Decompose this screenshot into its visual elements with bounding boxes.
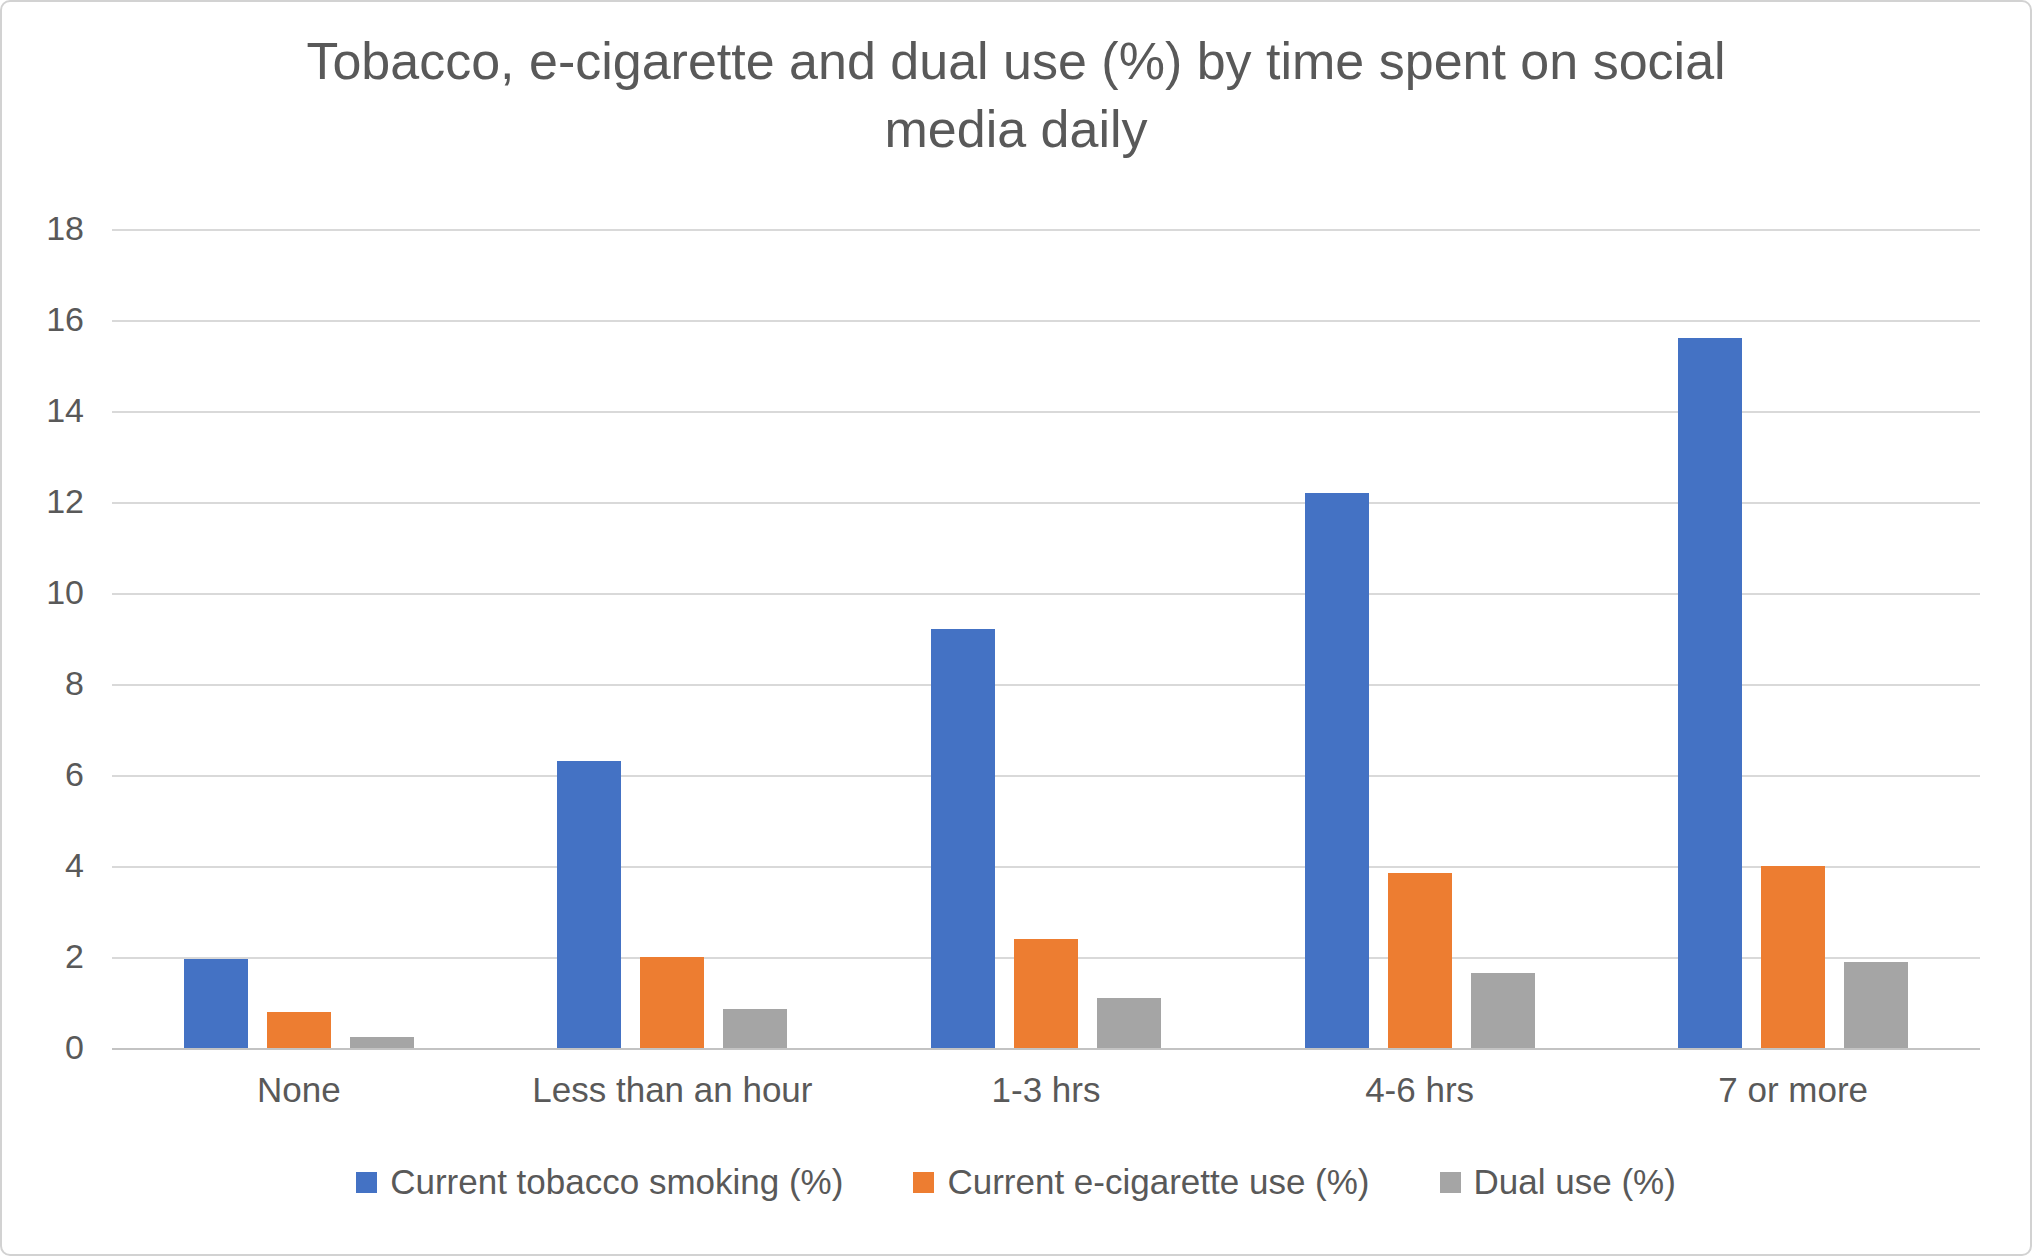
x-axis-line <box>112 1048 1980 1050</box>
bar-series0-cat0 <box>184 959 248 1048</box>
legend-swatch-icon <box>913 1172 934 1193</box>
x-category-label: 1-3 hrs <box>856 1070 1236 1110</box>
x-category-label: 4-6 hrs <box>1230 1070 1610 1110</box>
bar-series0-cat2 <box>931 629 995 1048</box>
legend-label: Current e-cigarette use (%) <box>947 1162 1369 1202</box>
legend-item-1: Current e-cigarette use (%) <box>913 1162 1369 1202</box>
legend-swatch-icon <box>356 1172 377 1193</box>
y-tick-label: 4 <box>2 846 84 885</box>
gridline <box>112 229 1980 231</box>
bar-series0-cat3 <box>1305 493 1369 1048</box>
chart-title: Tobacco, e-cigarette and dual use (%) by… <box>2 28 2030 163</box>
y-tick-label: 8 <box>2 664 84 703</box>
bar-series1-cat3 <box>1388 873 1452 1048</box>
bar-series1-cat2 <box>1014 939 1078 1048</box>
y-tick-label: 16 <box>2 300 84 339</box>
bar-series2-cat3 <box>1471 973 1535 1048</box>
y-tick-label: 0 <box>2 1028 84 1067</box>
legend: Current tobacco smoking (%) Current e-cig… <box>2 1162 2030 1202</box>
y-tick-label: 12 <box>2 482 84 521</box>
plot-area <box>112 230 1980 1049</box>
x-category-label: Less than an hour <box>482 1070 862 1110</box>
bar-series2-cat2 <box>1097 998 1161 1048</box>
bar-series0-cat1 <box>557 761 621 1048</box>
y-tick-label: 14 <box>2 391 84 430</box>
legend-label: Current tobacco smoking (%) <box>390 1162 843 1202</box>
legend-item-2: Dual use (%) <box>1440 1162 1676 1202</box>
bar-series1-cat4 <box>1761 866 1825 1048</box>
y-tick-label: 6 <box>2 755 84 794</box>
legend-swatch-icon <box>1440 1172 1461 1193</box>
x-category-label: None <box>109 1070 489 1110</box>
bar-series2-cat0 <box>350 1037 414 1048</box>
legend-item-0: Current tobacco smoking (%) <box>356 1162 843 1202</box>
y-tick-label: 10 <box>2 573 84 612</box>
bar-series1-cat0 <box>267 1012 331 1048</box>
y-tick-label: 18 <box>2 209 84 248</box>
legend-label: Dual use (%) <box>1474 1162 1676 1202</box>
chart-window: Tobacco, e-cigarette and dual use (%) by… <box>0 0 2032 1256</box>
bar-series1-cat1 <box>640 957 704 1048</box>
bar-series0-cat4 <box>1678 338 1742 1048</box>
y-axis: 024681012141618 <box>2 230 84 1049</box>
bar-series2-cat1 <box>723 1009 787 1048</box>
x-category-label: 7 or more <box>1603 1070 1983 1110</box>
gridline <box>112 320 1980 322</box>
bar-series2-cat4 <box>1844 962 1908 1048</box>
y-tick-label: 2 <box>2 937 84 976</box>
